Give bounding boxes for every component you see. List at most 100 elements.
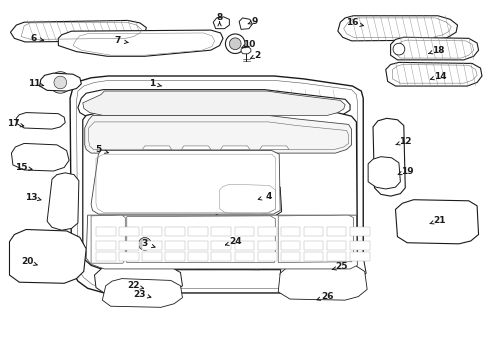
Polygon shape xyxy=(188,252,208,261)
Text: 17: 17 xyxy=(6,119,19,128)
Circle shape xyxy=(225,34,245,54)
Polygon shape xyxy=(142,226,162,235)
Polygon shape xyxy=(241,47,251,54)
Polygon shape xyxy=(350,252,369,261)
Polygon shape xyxy=(70,76,363,293)
Polygon shape xyxy=(391,37,479,60)
Polygon shape xyxy=(395,200,479,244)
Circle shape xyxy=(139,238,151,250)
Text: 11: 11 xyxy=(27,80,40,89)
Text: 25: 25 xyxy=(336,262,348,271)
Polygon shape xyxy=(278,215,353,262)
Circle shape xyxy=(54,76,67,89)
Circle shape xyxy=(393,43,405,55)
Polygon shape xyxy=(165,226,185,235)
Polygon shape xyxy=(83,113,357,270)
Polygon shape xyxy=(58,30,223,56)
Polygon shape xyxy=(304,241,323,250)
Text: 14: 14 xyxy=(434,72,447,81)
Polygon shape xyxy=(96,226,116,235)
Text: 12: 12 xyxy=(399,137,412,146)
Text: 13: 13 xyxy=(24,193,37,202)
Circle shape xyxy=(49,72,71,93)
Text: 10: 10 xyxy=(243,40,255,49)
Polygon shape xyxy=(235,241,254,250)
Circle shape xyxy=(134,233,156,255)
Polygon shape xyxy=(327,241,346,250)
Polygon shape xyxy=(239,18,252,30)
Text: 22: 22 xyxy=(127,281,140,290)
Polygon shape xyxy=(278,263,367,300)
Polygon shape xyxy=(188,241,208,250)
Polygon shape xyxy=(91,150,280,214)
Polygon shape xyxy=(327,226,346,235)
Text: 1: 1 xyxy=(149,80,155,89)
Polygon shape xyxy=(338,16,458,41)
Polygon shape xyxy=(78,90,350,120)
Polygon shape xyxy=(86,215,357,269)
Text: 16: 16 xyxy=(346,18,359,27)
Polygon shape xyxy=(213,181,282,219)
Polygon shape xyxy=(281,252,300,261)
Polygon shape xyxy=(96,252,116,261)
Polygon shape xyxy=(235,252,254,261)
Polygon shape xyxy=(10,21,147,42)
Text: 23: 23 xyxy=(134,289,146,298)
Text: 15: 15 xyxy=(15,163,27,172)
Polygon shape xyxy=(304,252,323,261)
Polygon shape xyxy=(119,241,139,250)
Polygon shape xyxy=(187,221,279,270)
Polygon shape xyxy=(350,241,369,250)
Polygon shape xyxy=(40,73,81,91)
Text: 19: 19 xyxy=(401,167,414,176)
Polygon shape xyxy=(102,279,182,307)
Text: 5: 5 xyxy=(95,145,101,154)
Polygon shape xyxy=(258,226,277,235)
Polygon shape xyxy=(212,226,231,235)
Polygon shape xyxy=(165,252,185,261)
Text: 20: 20 xyxy=(22,257,34,266)
Polygon shape xyxy=(181,146,211,149)
Text: 21: 21 xyxy=(433,216,446,225)
Text: 9: 9 xyxy=(251,17,258,26)
Polygon shape xyxy=(188,226,208,235)
Polygon shape xyxy=(95,264,182,296)
Text: 3: 3 xyxy=(142,239,148,248)
Polygon shape xyxy=(142,252,162,261)
Polygon shape xyxy=(373,118,405,196)
Polygon shape xyxy=(11,143,69,171)
Polygon shape xyxy=(83,91,345,116)
Polygon shape xyxy=(96,241,116,250)
Polygon shape xyxy=(212,252,231,261)
Text: 4: 4 xyxy=(265,192,271,201)
Text: 18: 18 xyxy=(432,46,444,55)
Polygon shape xyxy=(213,17,229,29)
Polygon shape xyxy=(143,146,172,149)
Polygon shape xyxy=(9,229,86,283)
Polygon shape xyxy=(258,252,277,261)
Polygon shape xyxy=(165,241,185,250)
Polygon shape xyxy=(47,173,79,230)
Polygon shape xyxy=(127,216,275,262)
Polygon shape xyxy=(85,116,351,153)
Polygon shape xyxy=(260,146,289,149)
Polygon shape xyxy=(91,215,125,263)
Polygon shape xyxy=(16,113,65,129)
Polygon shape xyxy=(281,241,300,250)
Text: 2: 2 xyxy=(254,51,260,60)
Text: 8: 8 xyxy=(217,13,223,22)
Polygon shape xyxy=(280,249,366,283)
Text: 7: 7 xyxy=(115,36,121,45)
Polygon shape xyxy=(327,252,346,261)
Polygon shape xyxy=(212,241,231,250)
Polygon shape xyxy=(386,62,482,86)
Polygon shape xyxy=(368,157,400,189)
Text: 6: 6 xyxy=(31,34,37,43)
Polygon shape xyxy=(235,226,254,235)
Polygon shape xyxy=(281,226,300,235)
Text: 26: 26 xyxy=(321,292,333,301)
Polygon shape xyxy=(119,226,139,235)
Polygon shape xyxy=(350,226,369,235)
Polygon shape xyxy=(220,146,250,149)
Circle shape xyxy=(229,38,241,50)
